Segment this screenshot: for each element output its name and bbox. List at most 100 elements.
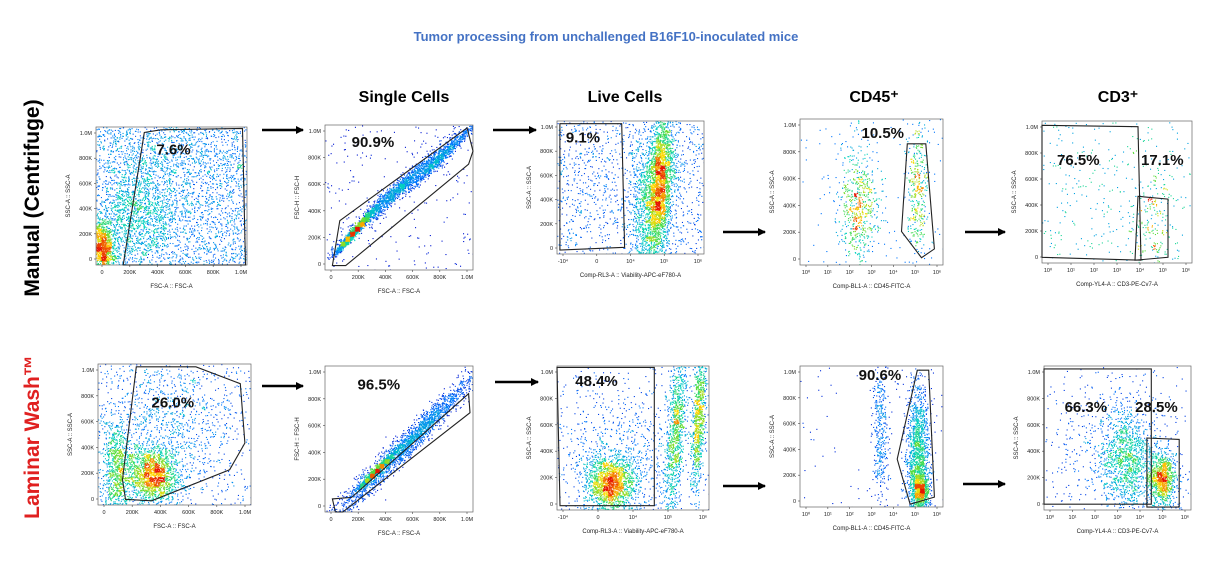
event-dot	[237, 157, 239, 159]
event-dot	[151, 224, 153, 226]
event-dot	[106, 166, 108, 168]
event-dot	[233, 218, 235, 220]
event-dot	[217, 218, 219, 220]
event-dot	[182, 216, 184, 218]
event-dot	[243, 255, 245, 257]
event-dot	[154, 242, 156, 244]
event-dot	[124, 170, 126, 172]
event-dot	[111, 230, 113, 232]
event-dot	[117, 202, 119, 204]
event-dot	[122, 200, 124, 202]
event-dot	[103, 253, 105, 255]
event-dot	[102, 243, 104, 245]
event-dot	[111, 245, 113, 247]
event-dot	[138, 192, 140, 194]
event-dot	[186, 169, 188, 171]
event-dot	[168, 205, 170, 207]
event-dot	[222, 157, 224, 159]
event-dot	[139, 259, 141, 261]
event-dot	[214, 144, 216, 146]
event-dot	[98, 252, 100, 254]
event-dot	[99, 211, 101, 213]
event-dot	[140, 256, 142, 258]
event-dot	[197, 219, 199, 221]
event-dot	[103, 263, 105, 265]
event-dot	[142, 215, 144, 217]
event-dot	[187, 247, 189, 249]
event-dot	[227, 184, 229, 186]
event-dot	[369, 227, 371, 229]
event-dot	[121, 153, 123, 155]
event-dot	[106, 222, 108, 224]
event-dot	[174, 188, 176, 190]
event-dot	[150, 212, 152, 214]
event-dot	[118, 224, 120, 226]
event-dot	[134, 204, 136, 206]
event-dot	[161, 164, 163, 166]
event-dot	[157, 166, 159, 168]
event-dot	[155, 191, 157, 193]
event-dot	[217, 208, 219, 210]
event-dot	[208, 184, 210, 186]
event-dot	[227, 132, 229, 134]
event-dot	[131, 154, 133, 156]
event-dot	[239, 153, 241, 155]
event-dot	[151, 189, 153, 191]
event-dot	[213, 183, 215, 185]
event-dot	[149, 214, 151, 216]
event-dot	[230, 176, 232, 178]
event-dot	[212, 261, 214, 263]
event-dot	[220, 239, 222, 241]
event-dot	[133, 158, 135, 160]
event-dot	[155, 174, 157, 176]
event-dot	[209, 203, 211, 205]
event-dot	[168, 153, 170, 155]
event-dot	[125, 177, 127, 179]
event-dot	[227, 135, 229, 137]
event-dot	[465, 133, 467, 135]
event-dot	[148, 174, 150, 176]
event-dot	[148, 192, 150, 194]
event-dot	[102, 240, 104, 242]
event-dot	[191, 130, 193, 132]
event-dot	[123, 127, 125, 129]
event-dot	[107, 246, 109, 248]
event-dot	[124, 228, 126, 230]
event-dot	[172, 175, 174, 177]
event-dot	[144, 179, 146, 181]
event-dot	[239, 132, 241, 134]
event-dot	[96, 225, 98, 227]
event-dot	[162, 210, 164, 212]
event-dot	[107, 247, 109, 249]
event-dot	[158, 247, 160, 249]
event-dot	[104, 235, 106, 237]
event-dot	[114, 140, 116, 142]
event-dot	[129, 196, 131, 198]
event-dot	[109, 176, 111, 178]
event-dot	[234, 226, 236, 228]
event-dot	[141, 222, 143, 224]
event-dot	[131, 172, 133, 174]
event-dot	[233, 221, 235, 223]
event-dot	[235, 137, 237, 139]
event-dot	[146, 184, 148, 186]
event-dot	[116, 251, 118, 253]
event-dot	[226, 216, 228, 218]
event-dot	[173, 169, 175, 171]
event-dot	[165, 150, 167, 152]
event-dot	[239, 206, 241, 208]
event-dot	[130, 226, 132, 228]
event-dot	[161, 216, 163, 218]
event-dot	[145, 191, 147, 193]
event-dot	[162, 189, 164, 191]
event-dot	[128, 176, 130, 178]
event-dot	[198, 247, 200, 249]
event-dot	[146, 232, 148, 234]
event-dot	[147, 247, 149, 249]
event-dot	[105, 131, 107, 133]
event-dot	[204, 129, 206, 131]
event-dot	[146, 185, 148, 187]
event-dot	[139, 234, 141, 236]
event-dot	[228, 177, 230, 179]
event-dot	[182, 181, 184, 183]
